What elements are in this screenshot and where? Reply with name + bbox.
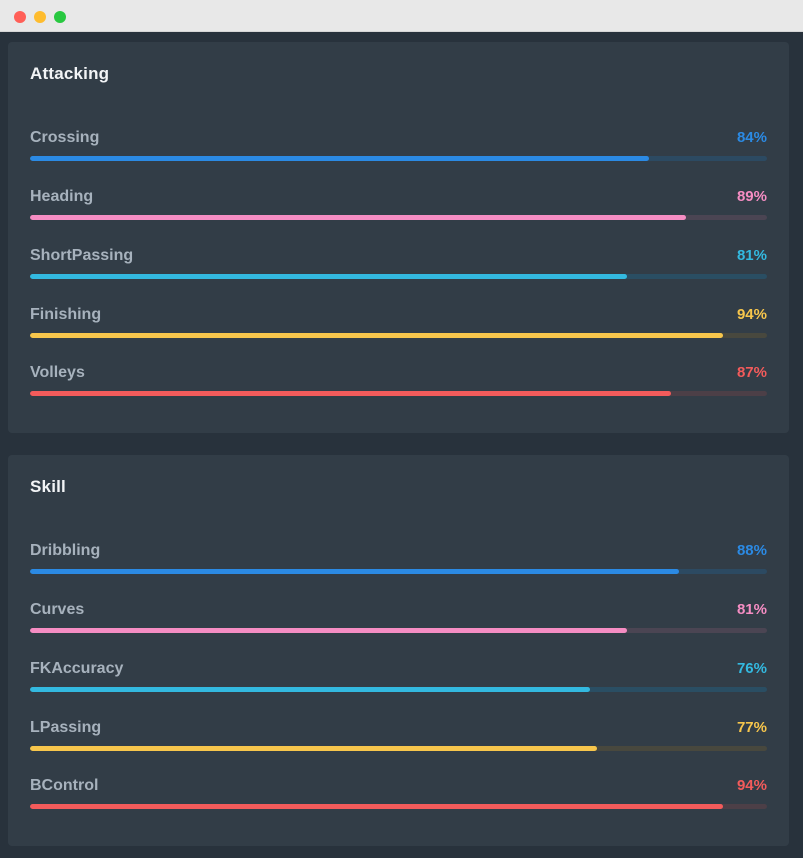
progress-fill: [30, 156, 650, 161]
progress-fill: [30, 687, 591, 692]
stat-label: ShortPassing: [30, 247, 134, 264]
card-title: Attacking: [30, 64, 110, 83]
progress-fill: [30, 391, 672, 396]
stat-label: LPassing: [30, 719, 102, 736]
stat-fkaccuracy: FKAccuracy 76%: [30, 660, 767, 700]
stat-bcontrol: BControl 94%: [30, 777, 767, 817]
progress-track: [30, 391, 767, 396]
stat-label: Volleys: [30, 364, 85, 381]
stat-value: 94%: [736, 777, 767, 794]
stat-shortpassing: ShortPassing 81%: [30, 247, 767, 287]
stat-value: 81%: [736, 247, 767, 264]
progress-fill: [30, 628, 627, 633]
stat-value: 77%: [736, 719, 767, 736]
stat-volleys: Volleys 87%: [30, 364, 767, 404]
stat-label: Curves: [30, 601, 85, 618]
progress-fill: [30, 804, 723, 809]
stat-label: BControl: [30, 777, 99, 794]
progress-track: [30, 804, 767, 809]
progress-fill: [30, 333, 723, 338]
progress-track: [30, 687, 767, 692]
stat-lpassing: LPassing 77%: [30, 719, 767, 759]
progress-fill: [30, 215, 686, 220]
progress-track: [30, 156, 767, 161]
stat-label: Dribbling: [30, 542, 101, 559]
stat-value: 81%: [736, 601, 767, 618]
stat-heading: Heading 89%: [30, 188, 767, 228]
stat-label: FKAccuracy: [30, 660, 124, 677]
stat-value: 88%: [736, 542, 767, 559]
window-titlebar: [0, 0, 803, 32]
stat-label: Crossing: [30, 129, 100, 146]
progress-track: [30, 569, 767, 574]
progress-fill: [30, 274, 627, 279]
close-window-button[interactable]: [14, 11, 26, 23]
maximize-window-button[interactable]: [54, 11, 66, 23]
progress-track: [30, 628, 767, 633]
stat-value: 94%: [736, 306, 767, 323]
stat-finishing: Finishing 94%: [30, 306, 767, 346]
progress-track: [30, 274, 767, 279]
progress-fill: [30, 746, 598, 751]
stat-dribbling: Dribbling 88%: [30, 542, 767, 582]
stat-curves: Curves 81%: [30, 601, 767, 641]
stat-label: Finishing: [30, 306, 102, 323]
progress-fill: [30, 569, 679, 574]
attacking-card: Attacking Crossing 84% Heading 89% Short…: [8, 42, 789, 433]
progress-track: [30, 746, 767, 751]
stat-value: 89%: [736, 188, 767, 205]
progress-track: [30, 333, 767, 338]
card-title: Skill: [30, 477, 66, 496]
stat-value: 87%: [736, 364, 767, 381]
stat-crossing: Crossing 84%: [30, 129, 767, 169]
minimize-window-button[interactable]: [34, 11, 46, 23]
skill-card: Skill Dribbling 88% Curves 81% FKAccurac…: [8, 455, 789, 846]
stat-value: 76%: [736, 660, 767, 677]
progress-track: [30, 215, 767, 220]
window-content: Attacking Crossing 84% Heading 89% Short…: [0, 32, 803, 858]
stat-label: Heading: [30, 188, 94, 205]
stat-value: 84%: [736, 129, 767, 146]
